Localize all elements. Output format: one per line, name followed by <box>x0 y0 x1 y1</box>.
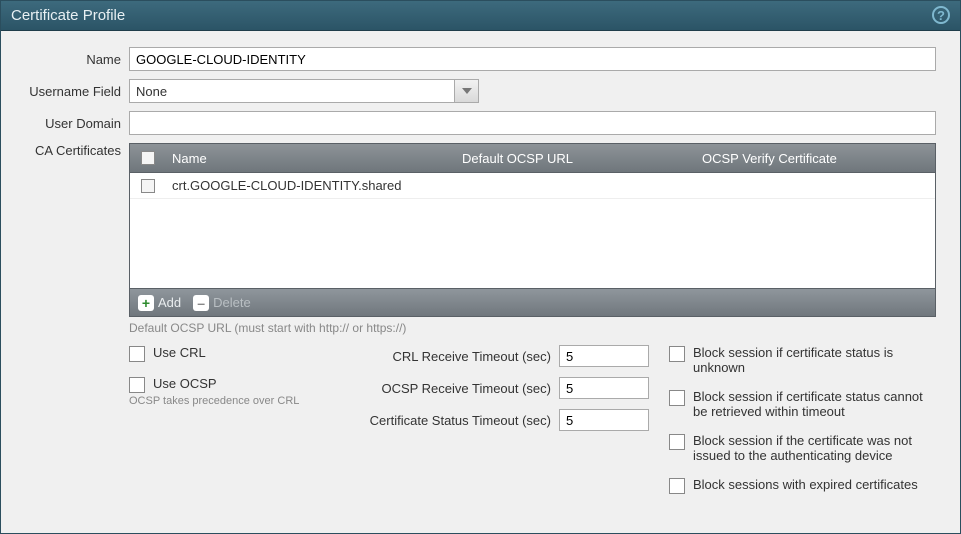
dialog-body: Name Username Field None User Domain CA … <box>1 31 960 533</box>
select-all-checkbox[interactable] <box>141 151 155 165</box>
ca-table-footer: + Add – Delete <box>129 289 936 317</box>
add-label: Add <box>158 295 181 310</box>
delete-label: Delete <box>213 295 251 310</box>
ocsp-url-hint: Default OCSP URL (must start with http:/… <box>129 321 936 335</box>
row-name: crt.GOOGLE-CLOUD-IDENTITY.shared <box>166 178 456 193</box>
username-field-value: None <box>130 80 454 102</box>
minus-icon: – <box>193 295 209 311</box>
options-area: Use CRL Use OCSP OCSP takes precedence o… <box>129 345 936 508</box>
block-not-issued-label: Block session if the certificate was not… <box>693 433 936 463</box>
delete-button[interactable]: – Delete <box>193 295 251 311</box>
ca-table-body: crt.GOOGLE-CLOUD-IDENTITY.shared <box>129 173 936 289</box>
crl-timeout-label: CRL Receive Timeout (sec) <box>393 349 551 364</box>
user-domain-label: User Domain <box>25 116 129 131</box>
ocsp-precedence-hint: OCSP takes precedence over CRL <box>129 395 329 407</box>
window-title: Certificate Profile <box>11 7 125 24</box>
ca-certificates-label: CA Certificates <box>25 143 129 158</box>
ocsp-timeout-input[interactable] <box>559 377 649 399</box>
help-icon[interactable]: ? <box>932 6 950 24</box>
chevron-down-icon[interactable] <box>454 80 478 102</box>
use-crl-label: Use CRL <box>153 345 206 360</box>
certificate-profile-dialog: Certificate Profile ? Name Username Fiel… <box>0 0 961 534</box>
ca-table-header: Name Default OCSP URL OCSP Verify Certif… <box>129 143 936 173</box>
options-left: Use CRL Use OCSP OCSP takes precedence o… <box>129 345 329 508</box>
col-ocsp: Default OCSP URL <box>456 151 696 166</box>
block-timeout-checkbox[interactable] <box>669 390 685 406</box>
use-crl-checkbox[interactable] <box>129 346 145 362</box>
use-ocsp-label: Use OCSP <box>153 376 217 391</box>
options-right: Block session if certificate status is u… <box>669 345 936 508</box>
name-label: Name <box>25 52 129 67</box>
use-ocsp-checkbox[interactable] <box>129 377 145 393</box>
name-input[interactable] <box>129 47 936 71</box>
user-domain-input[interactable] <box>129 111 936 135</box>
block-unknown-label: Block session if certificate status is u… <box>693 345 936 375</box>
ca-certificates-area: Name Default OCSP URL OCSP Verify Certif… <box>129 143 936 508</box>
titlebar: Certificate Profile ? <box>1 1 960 31</box>
cert-status-timeout-label: Certificate Status Timeout (sec) <box>370 413 551 428</box>
plus-icon: + <box>138 295 154 311</box>
ocsp-timeout-label: OCSP Receive Timeout (sec) <box>381 381 551 396</box>
block-timeout-label: Block session if certificate status cann… <box>693 389 936 419</box>
block-expired-label: Block sessions with expired certificates <box>693 477 918 492</box>
block-unknown-checkbox[interactable] <box>669 346 685 362</box>
add-button[interactable]: + Add <box>138 295 181 311</box>
col-verify: OCSP Verify Certificate <box>696 151 935 166</box>
username-field-select[interactable]: None <box>129 79 479 103</box>
options-mid: CRL Receive Timeout (sec) OCSP Receive T… <box>349 345 649 508</box>
col-name: Name <box>166 151 456 166</box>
block-not-issued-checkbox[interactable] <box>669 434 685 450</box>
row-checkbox[interactable] <box>141 179 155 193</box>
username-field-label: Username Field <box>25 84 129 99</box>
cert-status-timeout-input[interactable] <box>559 409 649 431</box>
crl-timeout-input[interactable] <box>559 345 649 367</box>
block-expired-checkbox[interactable] <box>669 478 685 494</box>
table-row[interactable]: crt.GOOGLE-CLOUD-IDENTITY.shared <box>130 173 935 199</box>
